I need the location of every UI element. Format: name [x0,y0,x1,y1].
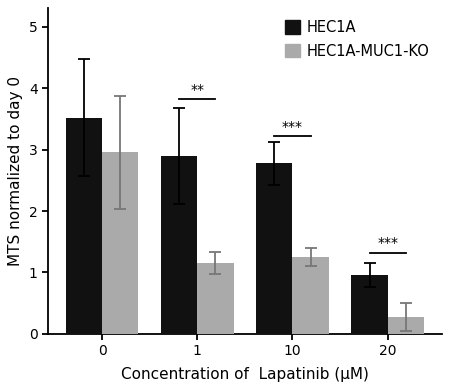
Bar [66,118,102,334]
Bar [256,163,292,334]
Bar [198,262,234,334]
Text: ***: *** [282,120,303,134]
Bar [102,152,138,334]
Y-axis label: MTS normalized to day 0: MTS normalized to day 0 [9,76,23,266]
Bar [292,257,328,334]
Bar [161,156,198,334]
X-axis label: Concentration of  Lapatinib (μM): Concentration of Lapatinib (μM) [121,367,369,382]
Text: ***: *** [377,236,398,250]
Bar [387,317,424,334]
Bar [351,275,387,334]
Legend: HEC1A, HEC1A-MUC1-KO: HEC1A, HEC1A-MUC1-KO [281,16,434,63]
Text: **: ** [190,83,204,97]
